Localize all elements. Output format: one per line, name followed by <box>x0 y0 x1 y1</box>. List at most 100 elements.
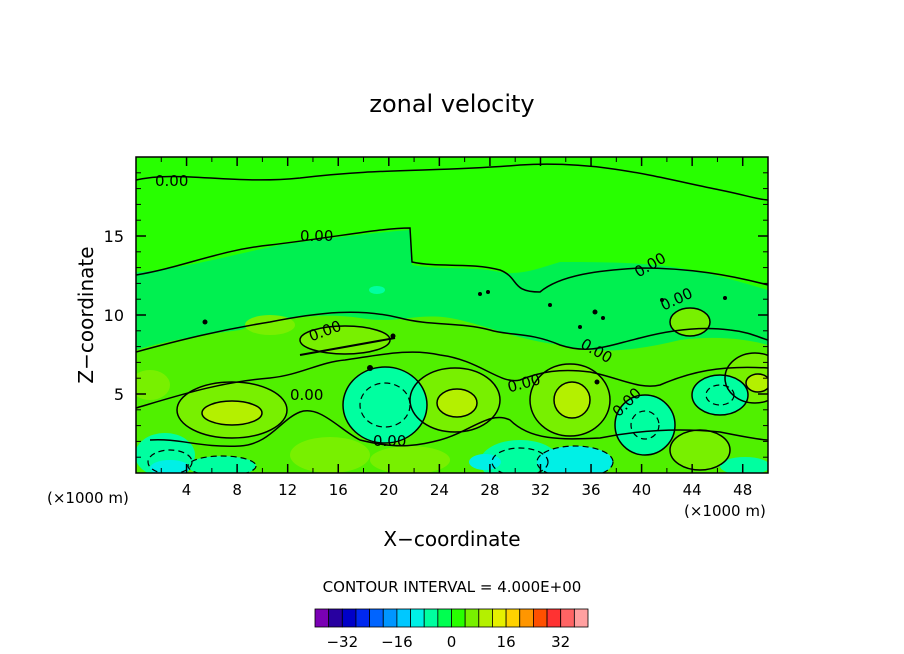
contour-line <box>136 311 768 353</box>
contour-line <box>724 352 768 404</box>
colorbar-swatch <box>328 608 343 628</box>
colorbar-swatch <box>382 608 398 628</box>
colorbar-swatch <box>396 608 411 628</box>
contour-line <box>691 374 749 416</box>
colorbar-swatch <box>314 608 330 628</box>
contour-lines-negative <box>147 382 735 473</box>
contour-line <box>201 400 263 426</box>
colorbar-swatch <box>410 608 425 628</box>
x-tick-label: 44 <box>683 481 702 499</box>
colorbar-tick-label: 16 <box>497 633 516 651</box>
contour-label: 0.00 <box>155 172 188 190</box>
y-tick-label: 5 <box>114 385 124 404</box>
y-axis-ticks: 5 10 15 <box>104 172 768 458</box>
colorbar-tick-label: 32 <box>551 633 570 651</box>
contour-line <box>136 163 768 201</box>
x-unit-left: (×1000 m) <box>47 489 129 507</box>
x-axis-ticks: 4 8 12 16 20 24 28 32 36 40 44 48 <box>160 157 769 499</box>
contour-lines <box>136 163 768 471</box>
contour-line <box>436 388 478 418</box>
y-tick-label: 15 <box>104 227 124 246</box>
contour-line <box>299 337 396 356</box>
x-tick-label: 12 <box>278 481 297 499</box>
colorbar-swatch <box>341 608 357 628</box>
contour-label: 0.00 <box>300 227 333 245</box>
field-blob <box>150 460 190 473</box>
contour-line <box>187 455 257 473</box>
field-blob <box>202 401 262 425</box>
colorbar-swatch <box>492 608 507 628</box>
x-unit-right: (×1000 m) <box>684 502 766 520</box>
contour-line <box>359 382 411 428</box>
contour-line <box>342 366 428 444</box>
colorbar: −32 −16 0 16 32 <box>314 608 589 651</box>
x-tick-label: 40 <box>632 481 651 499</box>
colorbar-tick-label: −32 <box>326 633 358 651</box>
field-blob <box>369 286 385 294</box>
contour-line <box>176 381 288 439</box>
field-blob <box>554 382 590 418</box>
contour-line <box>553 381 591 419</box>
colorbar-tick-label: −16 <box>381 633 413 651</box>
colorbar-swatch <box>464 608 480 628</box>
contour-line <box>536 445 614 473</box>
field-blob <box>692 375 748 415</box>
x-tick-label: 32 <box>531 481 550 499</box>
x-tick-label: 8 <box>232 481 242 499</box>
contour-label: 0.00 <box>290 386 323 404</box>
contour-line <box>669 307 711 337</box>
field-blob <box>469 454 501 470</box>
contour-line <box>149 410 768 448</box>
contour-interval-text: CONTOUR INTERVAL = 4.000E+00 <box>323 578 582 596</box>
colorbar-swatch <box>423 608 439 628</box>
contour-line <box>630 410 660 440</box>
field-blob <box>343 367 427 443</box>
contour-line <box>491 447 549 473</box>
field-blob <box>720 457 768 473</box>
x-tick-label: 48 <box>733 481 752 499</box>
contour-line <box>136 351 768 409</box>
contour-label: 0.00 <box>373 432 406 450</box>
contour-line <box>136 227 768 293</box>
x-tick-label: 28 <box>480 481 499 499</box>
contour-line <box>409 367 501 433</box>
contour-line <box>705 384 735 406</box>
field-blob <box>537 446 613 473</box>
colorbar-swatch <box>560 608 575 628</box>
colorbar-swatch <box>355 608 371 628</box>
field-blob <box>370 446 450 473</box>
x-tick-label: 20 <box>379 481 398 499</box>
colorbar-swatch <box>478 608 493 628</box>
chart-title: zonal velocity <box>369 90 534 118</box>
colorbar-swatch <box>369 608 384 628</box>
x-tick-label: 36 <box>581 481 600 499</box>
colorbar-tick-label: 0 <box>447 633 457 651</box>
colorbar-swatch <box>451 608 466 628</box>
plot-area <box>136 157 768 473</box>
colorbar-swatch <box>519 608 534 628</box>
contour-line <box>745 373 768 393</box>
contour-line <box>147 449 193 473</box>
colorbar-swatch <box>573 608 589 628</box>
field-blob <box>300 326 390 354</box>
contour-line <box>614 394 676 456</box>
colorbar-swatch <box>437 608 452 628</box>
contour-line <box>299 325 391 355</box>
field-blob <box>670 430 730 470</box>
colorbar-swatch <box>546 608 562 628</box>
contour-line <box>669 429 731 471</box>
x-tick-label: 4 <box>182 481 192 499</box>
x-tick-label: 24 <box>430 481 449 499</box>
field-blob <box>188 456 256 473</box>
field-blob <box>290 437 370 473</box>
contour-line <box>529 363 611 437</box>
x-tick-label: 16 <box>329 481 348 499</box>
x-axis-label: X−coordinate <box>383 527 520 551</box>
y-tick-label: 10 <box>104 306 124 325</box>
colorbar-swatch <box>533 608 548 628</box>
field-blob <box>437 389 477 417</box>
field-blob <box>615 395 675 455</box>
field-blob <box>136 370 170 400</box>
field-blob <box>746 374 768 392</box>
